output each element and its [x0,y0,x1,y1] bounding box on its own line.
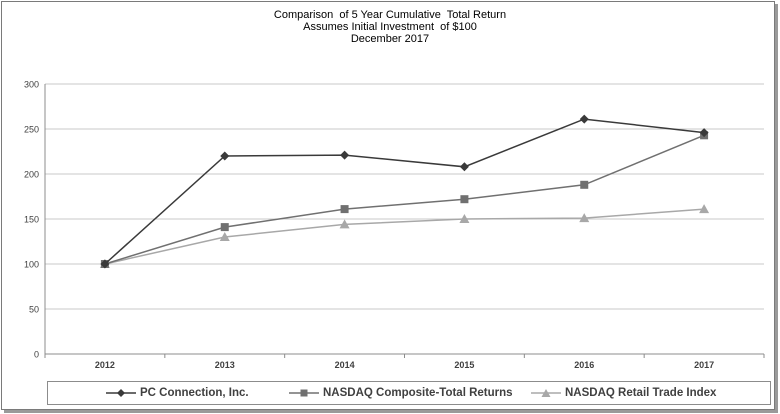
chart-title: Comparison of 5 Year Cumulative Total Re… [273,9,507,21]
x-tick-label: 2016 [574,360,594,370]
data-point-triangle [219,232,230,241]
frame-shadow-bottom [4,410,778,413]
chart-date: December 2017 [350,33,430,45]
y-tick-label: 150 [24,215,39,225]
frame-shadow-right [775,4,778,413]
chart-legend: PC Connection, Inc. NASDAQ Composite-Tot… [47,381,771,405]
x-tick-label: 2017 [694,360,714,370]
data-point-diamond [579,114,589,124]
legend-item-nasdaq-retail: NASDAQ Retail Trade Index [531,382,716,404]
x-tick-label: 2015 [454,360,474,370]
x-tick-label: 2014 [335,360,355,370]
y-tick-label: 50 [29,305,39,315]
data-point-square [220,223,229,232]
series-line [104,134,705,265]
series-line [104,208,705,265]
y-tick-label: 100 [24,260,39,270]
y-tick-label: 0 [34,350,39,360]
data-point-diamond [340,150,350,160]
x-tick-label: 2012 [95,360,115,370]
chart-subtitle: Assumes Initial Investment of $100 [303,21,477,33]
data-point-triangle [699,204,710,214]
y-tick-label: 250 [24,125,39,135]
series-line [104,118,705,265]
legend-label: NASDAQ Retail Trade Index [565,387,717,399]
data-point-triangle [579,213,590,223]
legend-item-pc-connection: PC Connection, Inc. [106,382,249,404]
legend-label: PC Connection, Inc. [140,387,249,399]
y-tick-label: 300 [24,80,39,90]
chart-titles: Comparison of 5 Year Cumulative Total Re… [0,9,780,45]
legend-item-nasdaq-composite: NASDAQ Composite-Total Returns [289,382,513,404]
data-point-square [460,195,469,204]
square-marker-icon [289,389,319,397]
x-tick-label: 2013 [215,360,235,370]
diamond-marker-icon [106,389,136,397]
data-point-square [340,205,349,214]
data-point-triangle [459,214,470,223]
data-point-diamond [100,259,110,269]
data-point-diamond [220,151,230,161]
data-point-diamond [459,162,469,172]
data-point-diamond [699,128,709,138]
triangle-marker-icon [531,389,561,397]
data-point-square [580,180,589,189]
legend-label: NASDAQ Composite-Total Returns [323,387,513,399]
data-point-triangle [339,219,350,229]
y-tick-label: 200 [24,170,39,180]
